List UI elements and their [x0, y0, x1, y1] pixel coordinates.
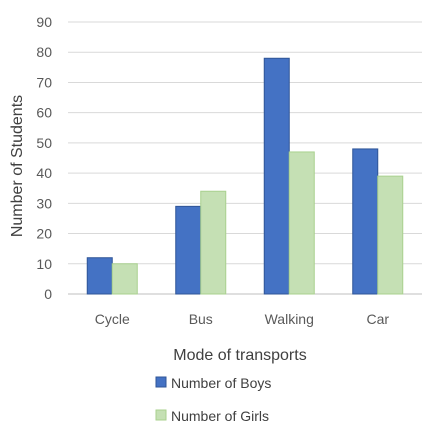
y-tick-label: 90 [36, 14, 52, 30]
y-axis-title: Number of Students [9, 95, 26, 237]
bar-car-boys [352, 148, 379, 295]
legend-swatch [155, 376, 167, 388]
y-tick-label: 0 [44, 286, 52, 302]
bar-cycle-boys [86, 257, 113, 295]
legend-swatch [155, 409, 167, 421]
y-tick-label: 20 [36, 226, 52, 242]
y-tick-label: 80 [36, 44, 52, 60]
bar-bus-boys [175, 205, 202, 295]
bars [86, 57, 404, 295]
y-tick-label: 70 [36, 74, 52, 90]
x-axis-title: Mode of transports [173, 347, 306, 364]
bar-walking-girls [288, 151, 315, 295]
x-tick-label: Car [366, 311, 389, 327]
bar-cycle-girls [111, 263, 138, 295]
legend-label: Number of Boys [171, 375, 271, 391]
bar-car-girls [377, 175, 404, 295]
legend-label: Number of Girls [171, 408, 269, 424]
y-tick-label: 60 [36, 105, 52, 121]
x-tick-label: Bus [189, 311, 213, 327]
y-axis-ticks: 0 10 20 30 40 50 60 70 80 90 [36, 14, 52, 302]
bar-bus-girls [200, 190, 227, 295]
x-tick-label: Cycle [95, 311, 130, 327]
y-tick-label: 10 [36, 256, 52, 272]
y-tick-label: 50 [36, 135, 52, 151]
y-tick-label: 40 [36, 165, 52, 181]
y-tick-label: 30 [36, 195, 52, 211]
legend: Number of Boys Number of Girls [155, 375, 271, 424]
bar-walking-boys [263, 57, 290, 295]
x-tick-label: Walking [265, 311, 314, 327]
x-axis-ticks: Cycle Bus Walking Car [95, 311, 390, 327]
